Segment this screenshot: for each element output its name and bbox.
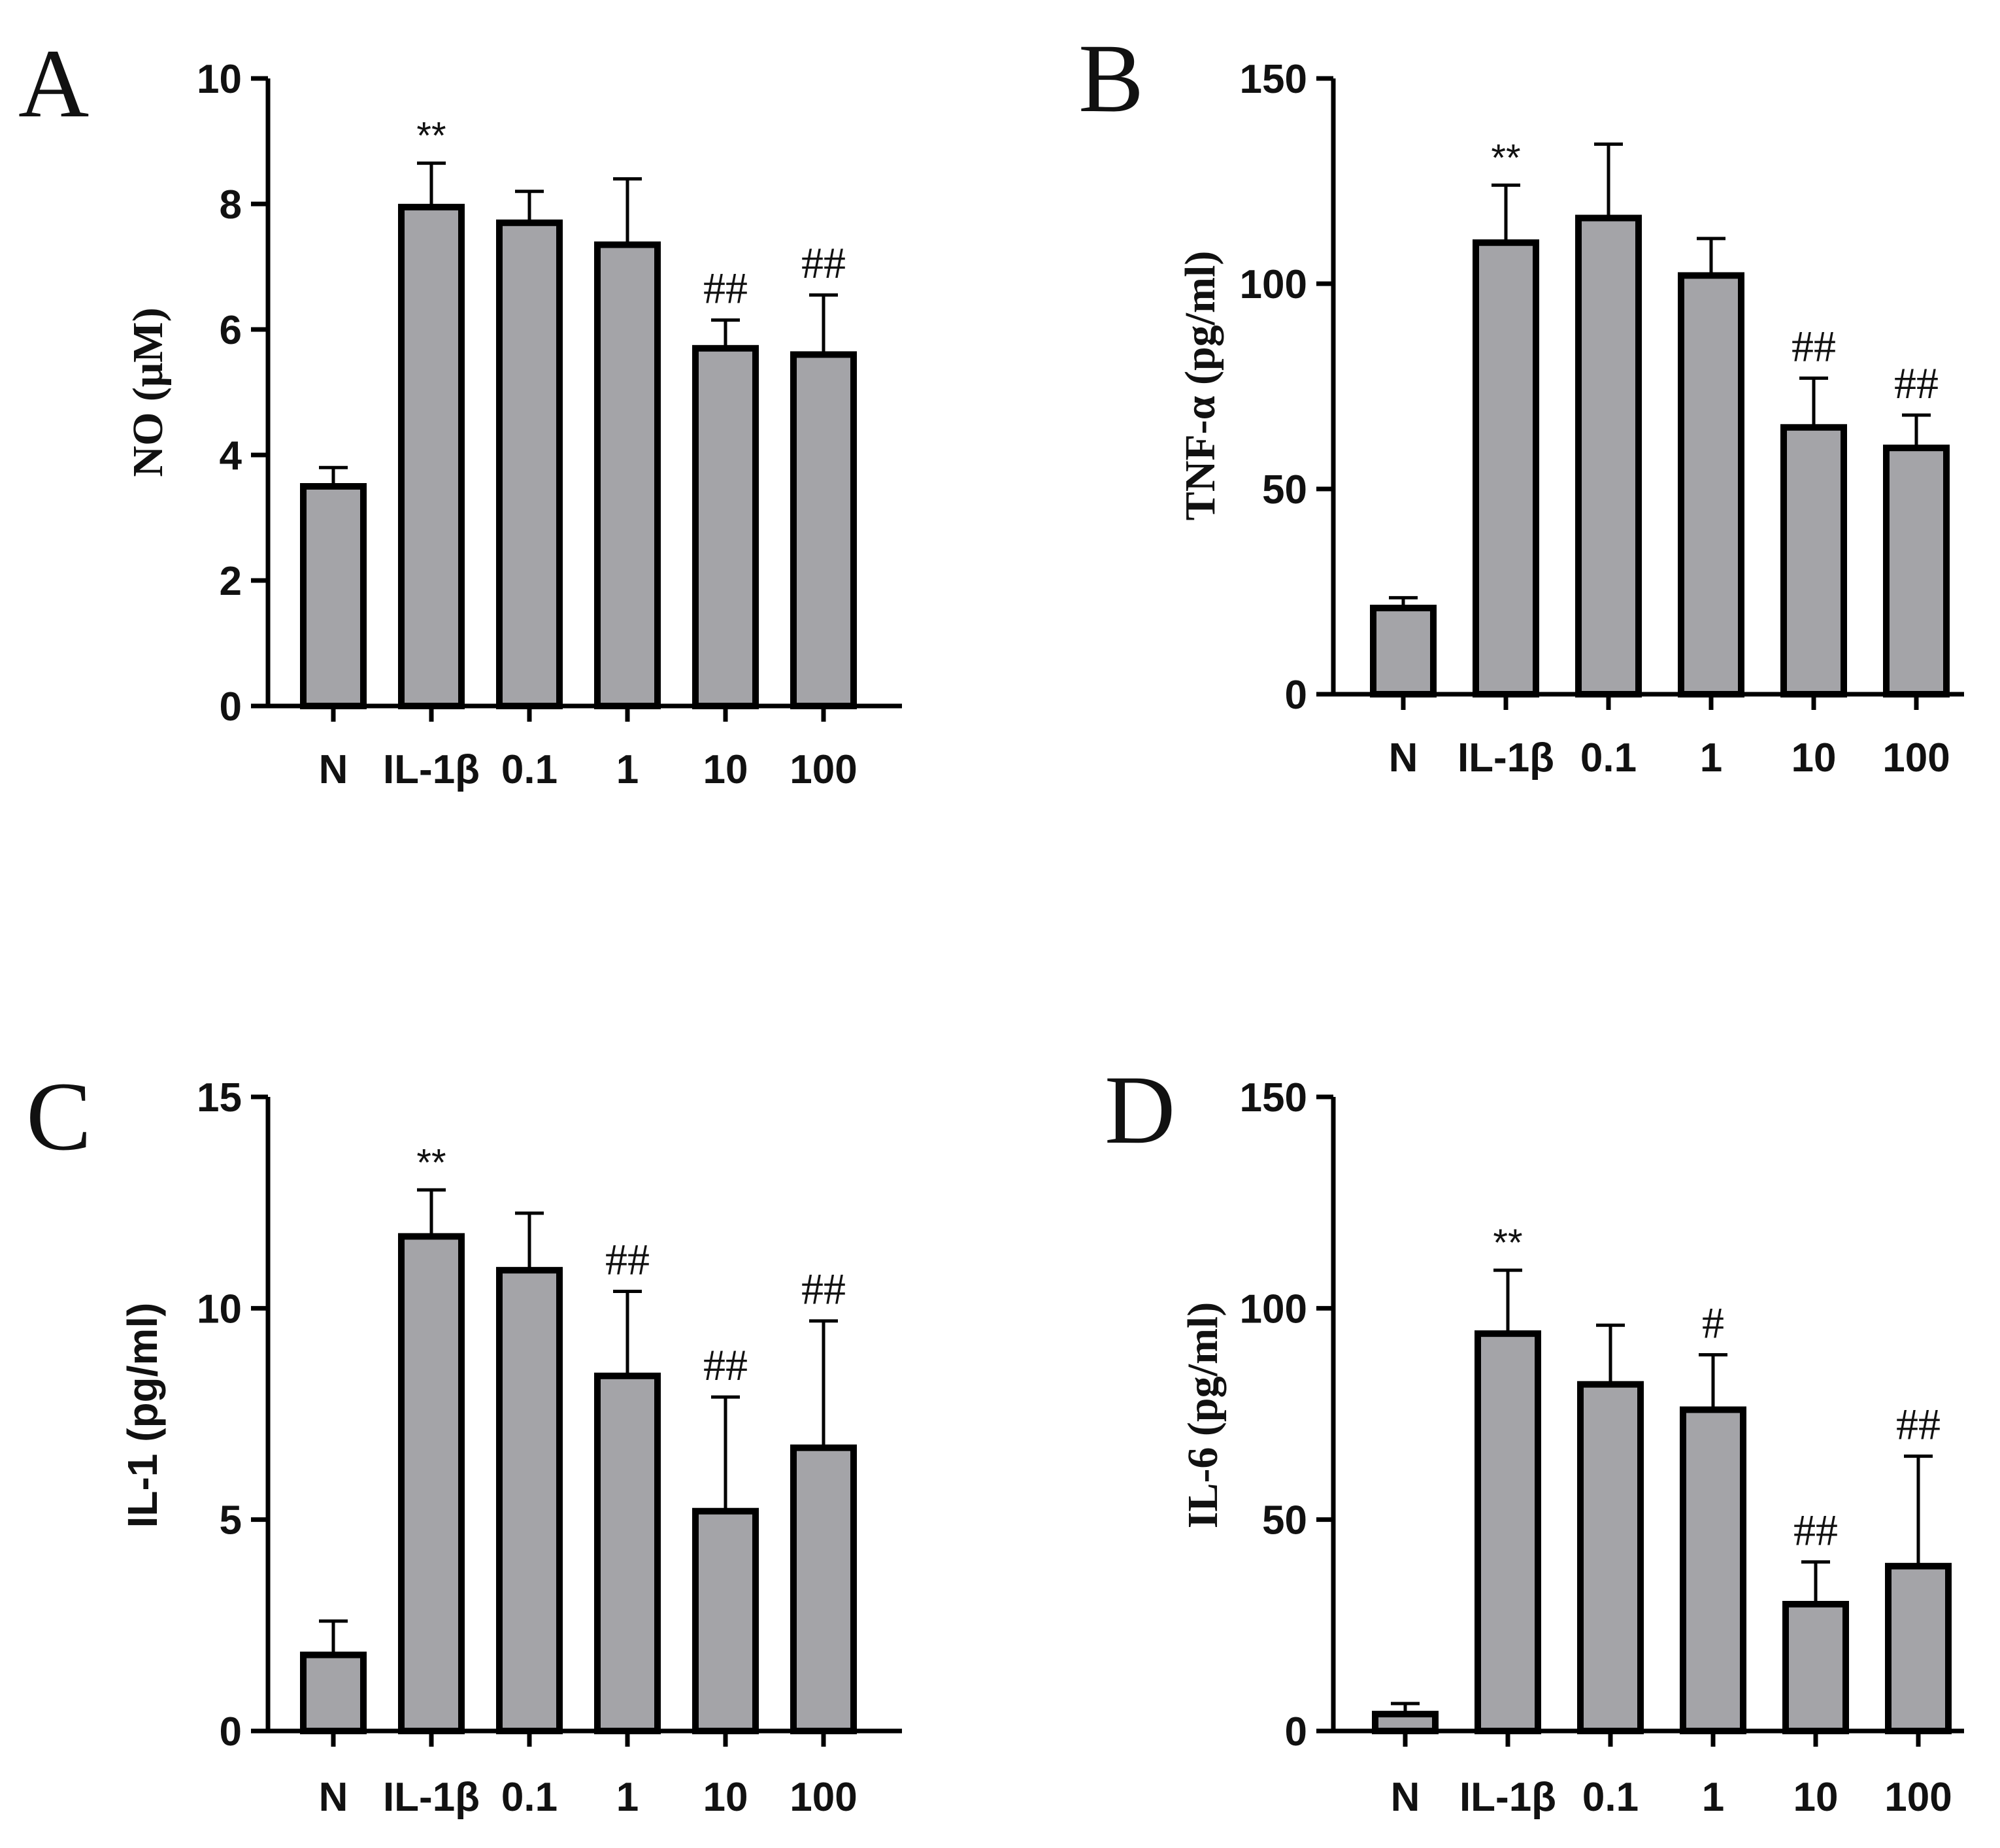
y-tick-label: 5 [220,1498,242,1543]
x-category-label: 0.1 [1582,1775,1639,1820]
x-category-label: 0.1 [501,1775,558,1820]
y-axis-label: TNF-α (pg/ml) [1176,251,1224,521]
significance-label: ## [1896,1400,1941,1449]
panel-letter: D [1105,1056,1175,1164]
bar-1 [594,1372,661,1735]
x-category-label: N [1389,735,1418,781]
bar-10 [692,1507,759,1735]
y-tick-label: 10 [197,1286,242,1332]
y-axis-label: IL-6 (pg/ml) [1179,1302,1227,1529]
bar-n [300,483,367,709]
panel-letter: C [26,1062,92,1171]
bar-il1 [1475,1330,1541,1734]
bar-1 [1678,272,1744,697]
y-tick-label: 0 [1285,673,1307,718]
x-category-label: 100 [790,1775,857,1820]
bar-10 [1780,424,1847,697]
x-category-label: 10 [703,1775,748,1820]
x-category-label: IL-1β [1459,1775,1556,1820]
bar-1 [594,241,661,709]
significance-label: # [1702,1298,1724,1347]
y-tick-label: 0 [220,1709,242,1755]
x-category-label: IL-1β [383,747,480,792]
x-category-label: IL-1β [383,1775,480,1820]
panel-letter: B [1078,24,1144,133]
x-category-label: N [319,1775,348,1820]
bar-il1 [398,1233,465,1734]
bar-100 [1885,1562,1952,1735]
bar-n [1370,605,1437,697]
significance-label: ** [416,1141,446,1184]
y-tick-label: 150 [1240,57,1307,102]
bar-100 [1883,445,1950,697]
x-category-label: 1 [616,1775,639,1820]
y-axis-label: NO (μM) [124,307,172,477]
y-tick-label: 8 [220,182,242,227]
significance-label: ## [1793,1505,1838,1554]
x-category-label: 0.1 [501,747,558,792]
bar-10 [1782,1601,1849,1734]
y-tick-label: 100 [1240,1286,1307,1332]
significance-label: ** [1491,137,1520,179]
bar-n [300,1651,367,1735]
significance-label: ## [801,238,846,288]
bar-1 [1680,1406,1746,1735]
x-category-label: 0.1 [1580,735,1637,781]
x-category-label: N [319,747,348,792]
chart-panel-a: A NO (μM) 0 2 4 6 8 10 N ** IL-1β 0.1 1 ## 10 ## 100 [18,29,902,792]
chart-panel-b: B TNF-α (pg/ml) 0 50 100 150 N ** IL-1β 0.1 1 ## 10 #… [1078,24,1964,781]
x-category-label: 1 [616,747,639,792]
y-tick-label: 100 [1240,262,1307,307]
y-tick-label: 10 [197,57,242,102]
y-tick-label: 2 [220,559,242,604]
x-category-label: 10 [1793,1775,1839,1820]
x-category-label: 100 [1882,735,1950,781]
y-tick-label: 4 [220,433,242,479]
significance-label: ## [605,1234,650,1284]
y-tick-label: 0 [1285,1709,1307,1755]
y-tick-label: 50 [1262,1498,1307,1543]
bar-0.1 [496,219,563,709]
significance-label: ** [416,115,446,158]
significance-label: ** [1493,1222,1522,1264]
y-tick-label: 150 [1240,1075,1307,1120]
bar-100 [790,1444,857,1735]
bar-il1 [1473,239,1539,697]
x-category-label: 10 [703,747,748,792]
significance-label: ## [1792,321,1836,371]
x-category-label: 100 [790,747,857,792]
chart-panel-d: D IL-6 (pg/ml) 0 50 100 150 N ** IL-1β 0.1 #1 ## 10 #… [1105,1056,1964,1820]
significance-label: ## [703,1340,748,1390]
significance-label: ## [801,1264,846,1314]
bar-10 [692,344,759,709]
x-category-label: 1 [1702,1775,1724,1820]
significance-label: ## [703,263,748,313]
bar-n [1372,1711,1439,1734]
bar-il1 [398,203,465,709]
x-category-label: 100 [1884,1775,1952,1820]
y-axis-label: IL-1 (pg/ml) [119,1303,166,1528]
x-category-label: N [1391,1775,1420,1820]
bar-100 [790,351,857,709]
chart-panel-c: C IL-1 (pg/ml) 0 5 10 15 N ** IL-1β 0.1 ## 1 ## 10 ## 1… [26,1062,902,1820]
y-tick-label: 0 [220,684,242,730]
significance-label: ## [1894,358,1939,408]
x-category-label: 10 [1792,735,1837,781]
bar-0.1 [1575,214,1642,697]
y-tick-label: 15 [197,1075,242,1120]
y-tick-label: 50 [1262,467,1307,512]
y-tick-label: 6 [220,308,242,353]
panel-letter: A [18,29,89,138]
x-category-label: IL-1β [1458,735,1554,781]
bar-0.1 [496,1267,563,1734]
x-category-label: 1 [1700,735,1722,781]
bar-0.1 [1577,1381,1644,1735]
